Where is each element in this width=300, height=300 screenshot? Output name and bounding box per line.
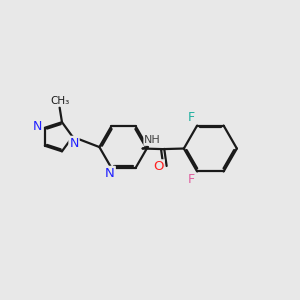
Text: F: F bbox=[188, 111, 195, 124]
Text: CH₃: CH₃ bbox=[50, 96, 69, 106]
Text: F: F bbox=[188, 173, 195, 186]
Text: N: N bbox=[105, 167, 115, 180]
Text: NH: NH bbox=[144, 135, 161, 145]
Text: N: N bbox=[33, 120, 42, 133]
Text: O: O bbox=[153, 160, 164, 173]
Text: N: N bbox=[69, 137, 79, 150]
